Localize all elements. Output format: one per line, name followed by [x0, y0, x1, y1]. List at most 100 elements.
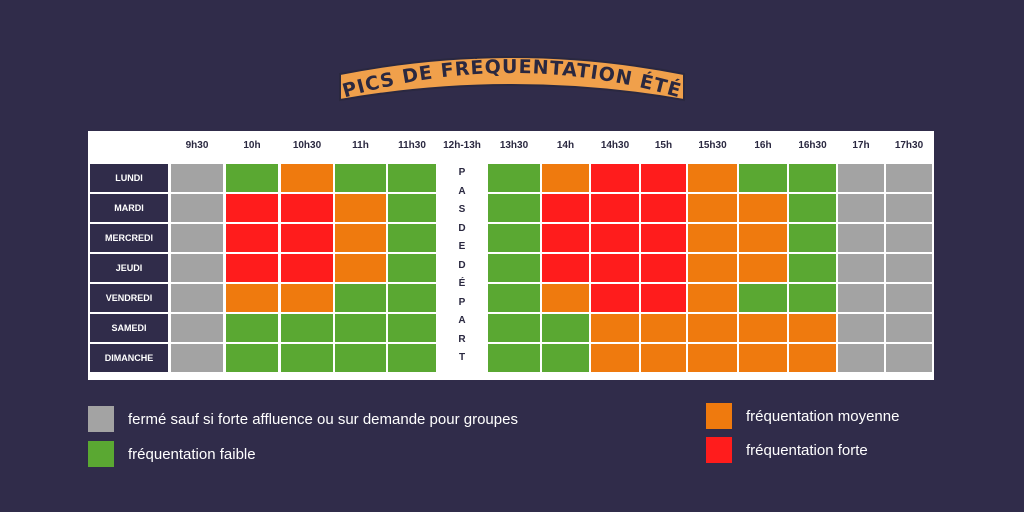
heatmap-cell [739, 314, 787, 342]
heatmap-cell [641, 344, 686, 372]
heatmap-cell [641, 224, 686, 252]
heatmap-cell [171, 224, 223, 252]
heatmap-cell [591, 224, 639, 252]
heatmap-cell [641, 194, 686, 222]
heatmap-cell [335, 164, 386, 192]
column-header: 11h30 [398, 140, 426, 151]
heatmap-cell [488, 224, 540, 252]
heatmap-cell [641, 284, 686, 312]
column-header: 10h30 [292, 140, 322, 151]
heatmap-cell [886, 344, 932, 372]
legend-item: fréquentation moyenne [706, 400, 899, 432]
heatmap-cell [488, 314, 540, 342]
heatmap-cell [281, 284, 333, 312]
row-label: MARDI [90, 194, 168, 222]
heatmap-cell [226, 194, 278, 222]
pause-letter: T [458, 352, 466, 363]
heatmap-cell [542, 224, 589, 252]
heatmap-cell [281, 164, 333, 192]
legend-swatch [88, 441, 114, 467]
title-banner-shape [339, 56, 685, 102]
column-header: 16h30 [798, 140, 827, 151]
heatmap-cell [886, 284, 932, 312]
column-header: 15h30 [698, 140, 727, 151]
pause-letter: P [458, 167, 466, 178]
heatmap-cell [886, 164, 932, 192]
heatmap-cell [789, 314, 836, 342]
heatmap-cell [281, 194, 333, 222]
legend-label: fermé sauf si forte affluence ou sur dem… [128, 410, 518, 428]
heatmap-cell [335, 284, 386, 312]
heatmap-cell [388, 254, 436, 282]
heatmap-cell [542, 314, 589, 342]
heatmap-cell [739, 254, 787, 282]
column-header: 14h [556, 140, 575, 151]
heatmap-cell [739, 194, 787, 222]
heatmap-cell [838, 344, 884, 372]
heatmap-cell [171, 164, 223, 192]
heatmap-cell [591, 194, 639, 222]
heatmap-cell [886, 254, 932, 282]
heatmap-cell [388, 344, 436, 372]
heatmap-cell [171, 254, 223, 282]
heatmap-cell [688, 284, 737, 312]
column-header: 16h [754, 140, 772, 151]
heatmap-cell [789, 284, 836, 312]
heatmap-cell [226, 284, 278, 312]
heatmap-cell [226, 164, 278, 192]
heatmap-cell [886, 194, 932, 222]
heatmap-cell [789, 164, 836, 192]
heatmap-cell [226, 314, 278, 342]
column-header: 12h-13h [443, 140, 481, 151]
heatmap-cell [335, 194, 386, 222]
column-header: 14h30 [600, 140, 630, 151]
heatmap-cell [886, 314, 932, 342]
heatmap-cell [226, 224, 278, 252]
heatmap-cell [281, 224, 333, 252]
heatmap-cell [838, 314, 884, 342]
heatmap-cell [388, 284, 436, 312]
pause-letter: S [458, 204, 466, 215]
heatmap-cell [171, 284, 223, 312]
row-label: DIMANCHE [90, 344, 168, 372]
heatmap-cell [388, 194, 436, 222]
heatmap-cell [542, 194, 589, 222]
row-label: JEUDI [90, 254, 168, 282]
heatmap-cell [789, 194, 836, 222]
column-header: 15h [654, 140, 673, 151]
heatmap-cell [335, 254, 386, 282]
row-label: SAMEDI [90, 314, 168, 342]
heatmap-cell [335, 224, 386, 252]
heatmap-cell [542, 344, 589, 372]
pause-letter: R [458, 333, 466, 345]
heatmap-cell [281, 254, 333, 282]
column-header: 10h [243, 140, 261, 151]
row-label: LUNDI [90, 164, 168, 192]
heatmap-cell [171, 314, 223, 342]
legend-swatch [706, 437, 732, 463]
pause-letter: P [458, 296, 466, 308]
heatmap-cell [542, 284, 589, 312]
heatmap-cell [688, 314, 737, 342]
heatmap-table: 9h30 10h 10h30 11h 11h30 12h-13h 13h30 14h 14h30… [88, 131, 934, 380]
heatmap-cell [281, 344, 333, 372]
heatmap-cell [739, 344, 787, 372]
column-header: 17h [852, 140, 870, 151]
heatmap-cell [838, 224, 884, 252]
heatmap-cell [591, 284, 639, 312]
heatmap-cell [688, 344, 737, 372]
heatmap-cell [591, 164, 639, 192]
heatmap-cell [488, 164, 540, 192]
heatmap-cell [226, 254, 278, 282]
heatmap-cell [641, 314, 686, 342]
legend-item: fréquentation forte [706, 434, 868, 466]
heatmap-cell [688, 254, 737, 282]
heatmap-cell [838, 284, 884, 312]
heatmap-cell [838, 194, 884, 222]
heatmap-cell [789, 224, 836, 252]
legend-label: fréquentation forte [746, 441, 868, 459]
heatmap-cell [688, 224, 737, 252]
legend-item: fermé sauf si forte affluence ou sur dem… [88, 403, 518, 435]
heatmap-cell [542, 254, 589, 282]
